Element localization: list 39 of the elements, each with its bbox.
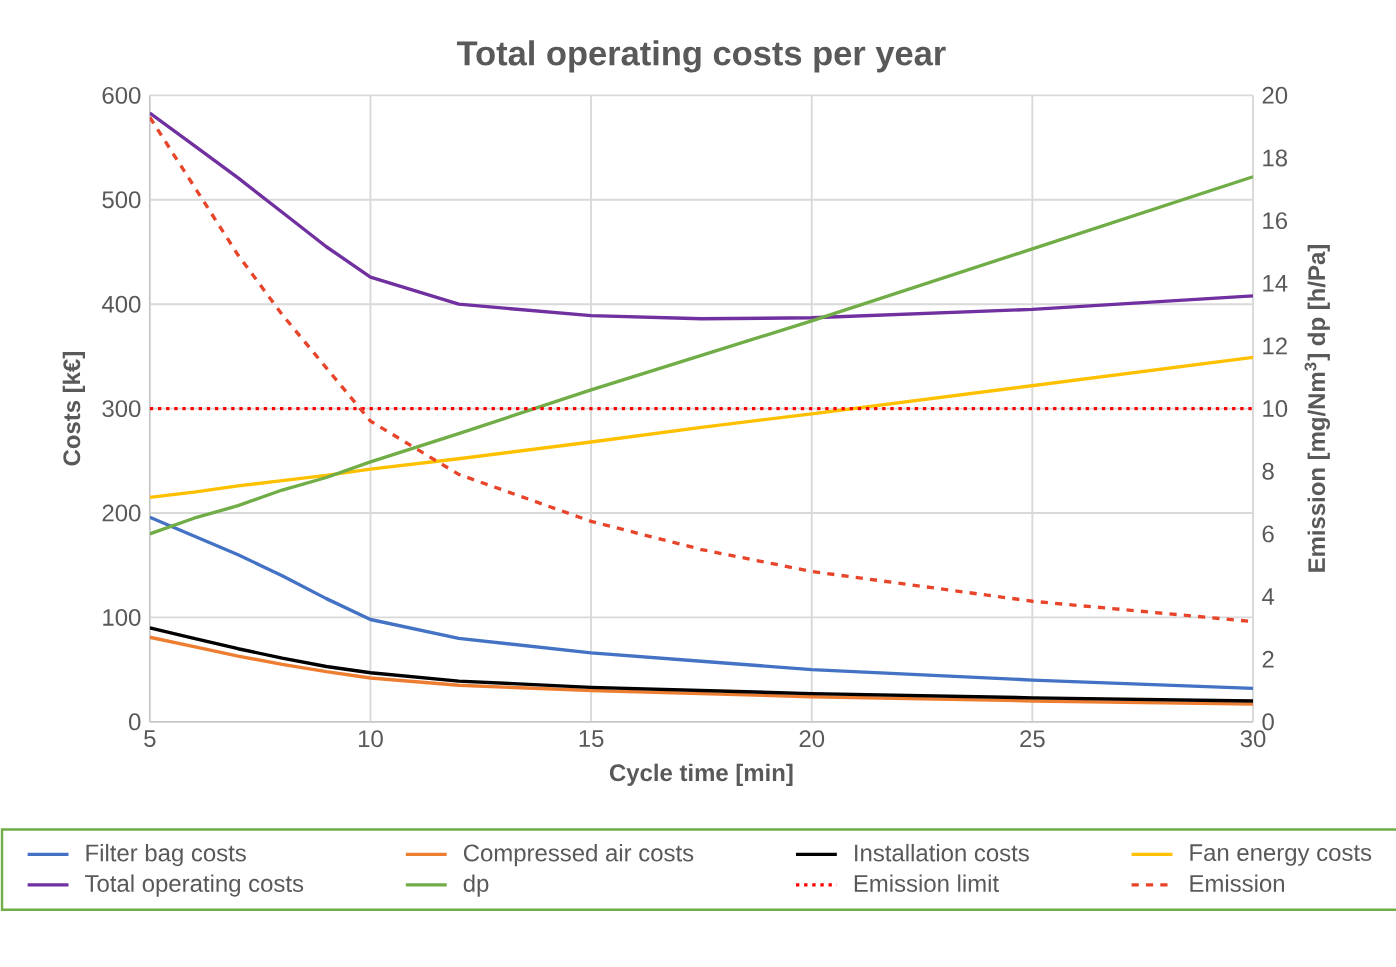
y-tick-label: 400 — [101, 295, 141, 313]
x-tick-label: 30 — [1240, 730, 1266, 748]
y2-tick-label: 12 — [1263, 337, 1287, 355]
y2-axis-title: Emission [mg/Nm$^{3}$] dp [h/Pa] — [1304, 245, 1330, 572]
y-tick-label: 100 — [103, 608, 141, 626]
y-tick-label: 200 — [102, 504, 141, 522]
y-tick-label: 300 — [102, 400, 141, 418]
y2-tick-label: 14 — [1263, 275, 1288, 292]
line-series — [149, 175, 1253, 536]
line-series — [149, 515, 1253, 691]
y2-tick-label: 8 — [1262, 462, 1274, 480]
y-tick-label: 0 — [128, 713, 141, 731]
y2-tick-label: 2 — [1262, 650, 1274, 668]
chart-title: Total operating costs per year — [456, 40, 946, 73]
line-series — [149, 111, 1253, 321]
x-tick-label: 10 — [358, 730, 383, 748]
legend-label: Installation costs — [855, 843, 1029, 862]
y2-tick-label: 16 — [1263, 212, 1288, 230]
legend-label: Total operating costs — [85, 874, 304, 897]
x-tick-label: 20 — [799, 730, 825, 748]
y2-tick-label: 0 — [1262, 713, 1274, 731]
y2-tick-label: 20 — [1262, 86, 1288, 104]
y2-tick-label: 18 — [1263, 149, 1288, 167]
legend-label: Filter bag costs — [86, 843, 246, 867]
x-tick-label: 25 — [1020, 730, 1045, 748]
legend-label: Fan energy costs — [1190, 844, 1372, 866]
y2-tick-label: 4 — [1262, 588, 1275, 605]
y-axis-title: Costs [k€] — [62, 352, 85, 466]
legend-label: Emission limit — [854, 874, 999, 892]
legend-label: Compressed air costs — [463, 843, 694, 867]
y2-tick-label: 10 — [1263, 400, 1288, 418]
y2-tick-label: 6 — [1262, 525, 1274, 543]
x-axis-title: Cycle time [min] — [609, 763, 793, 786]
x-tick-label: 5 — [144, 730, 156, 747]
y-tick-label: 600 — [102, 86, 141, 104]
y-tick-label: 500 — [102, 191, 141, 209]
x-tick-label: 15 — [579, 730, 604, 747]
legend-label: Emission — [1190, 874, 1284, 892]
legend-label: dp — [463, 874, 489, 897]
